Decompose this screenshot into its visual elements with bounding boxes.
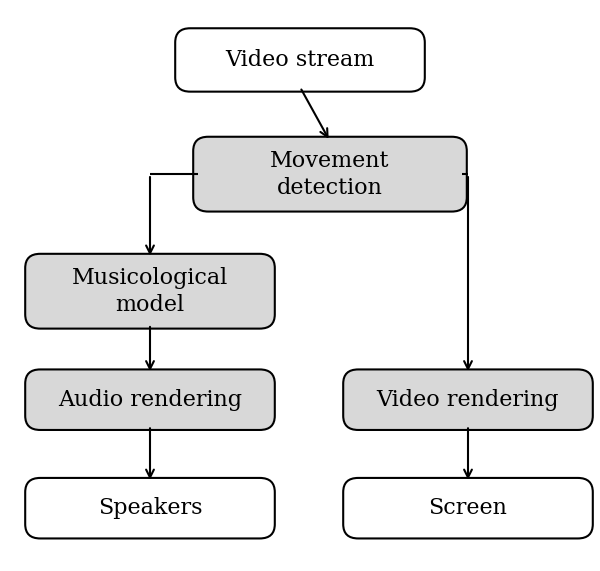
Text: Speakers: Speakers [98, 497, 202, 519]
FancyBboxPatch shape [175, 28, 425, 91]
Text: Video rendering: Video rendering [377, 389, 559, 411]
Text: Video stream: Video stream [226, 49, 374, 71]
FancyBboxPatch shape [25, 369, 275, 430]
FancyBboxPatch shape [343, 369, 593, 430]
Text: Musicological
model: Musicological model [72, 267, 228, 316]
FancyBboxPatch shape [25, 254, 275, 329]
Text: Movement
detection: Movement detection [270, 150, 390, 199]
Text: Screen: Screen [428, 497, 508, 519]
Text: Audio rendering: Audio rendering [58, 389, 242, 411]
FancyBboxPatch shape [343, 478, 593, 538]
FancyBboxPatch shape [25, 478, 275, 538]
FancyBboxPatch shape [193, 137, 467, 212]
